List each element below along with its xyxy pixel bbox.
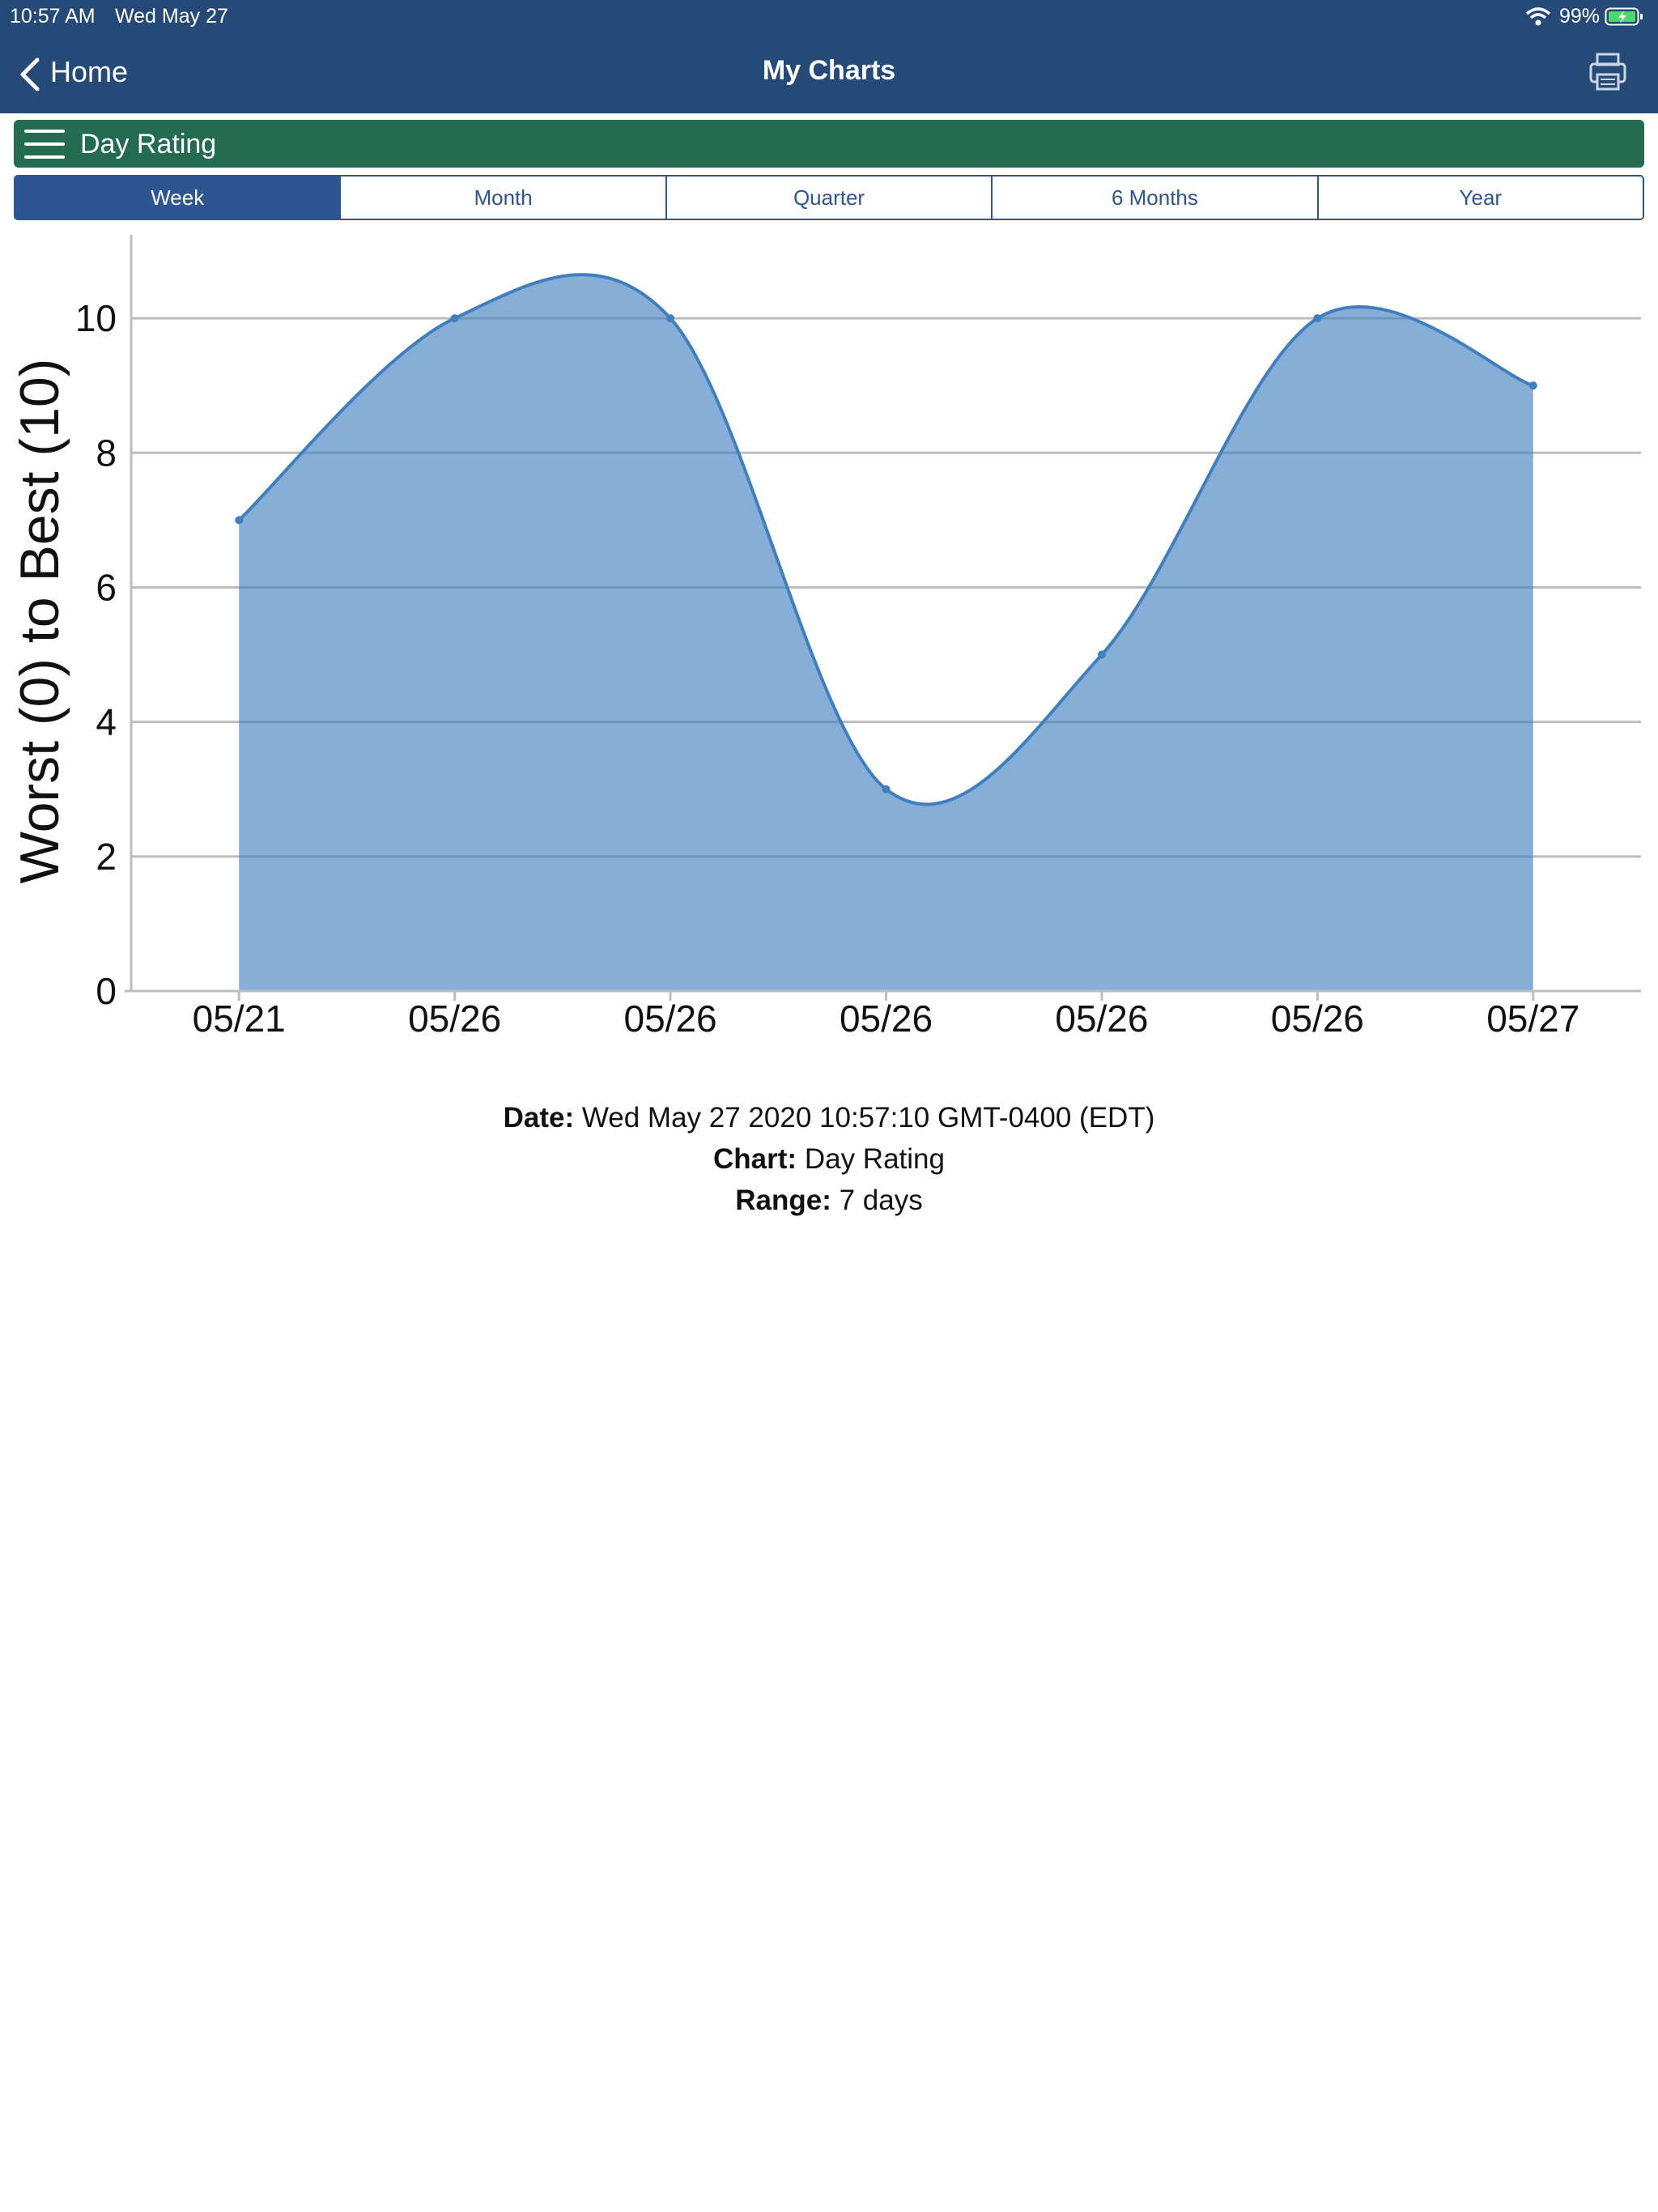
data-point bbox=[1097, 650, 1106, 659]
data-point bbox=[235, 516, 244, 525]
y-tick-label: 10 bbox=[75, 297, 117, 339]
x-tick-label: 05/26 bbox=[840, 998, 933, 1040]
x-tick-label: 05/21 bbox=[193, 998, 286, 1040]
data-point bbox=[1528, 381, 1537, 390]
chart: Worst (0) to Best (10) 0 2 4 6 8 10 05/21 05/26… bbox=[9, 235, 1641, 1040]
chart-selector[interactable]: Day Rating bbox=[14, 120, 1644, 168]
back-chevron[interactable] bbox=[18, 57, 42, 92]
y-tick-label: 4 bbox=[96, 701, 117, 743]
info-line: Date: Wed May 27 2020 10:57:10 GMT-0400 … bbox=[0, 1097, 1658, 1138]
y-tick-label: 8 bbox=[96, 432, 117, 474]
data-point bbox=[666, 314, 675, 323]
y-axis-label: Worst (0) to Best (10) bbox=[9, 359, 70, 884]
x-tick-label: 05/26 bbox=[1271, 998, 1364, 1040]
y-tick-label: 0 bbox=[96, 970, 117, 1012]
info-value: Wed May 27 2020 10:57:10 GMT-0400 (EDT) bbox=[581, 1102, 1155, 1134]
range-tab[interactable]: Month bbox=[339, 177, 665, 219]
nav-bar: Home My Charts bbox=[0, 36, 1658, 113]
status-bar: 10:57 AM Wed May 27 99% bbox=[0, 0, 1658, 36]
range-tab[interactable]: 6 Months bbox=[991, 177, 1317, 219]
print-button[interactable] bbox=[1588, 52, 1627, 92]
x-tick-label: 05/26 bbox=[408, 998, 501, 1040]
data-point bbox=[450, 314, 459, 323]
range-tab[interactable]: Quarter bbox=[665, 177, 992, 219]
back-button[interactable]: Home bbox=[50, 55, 129, 88]
wifi-icon bbox=[1525, 7, 1551, 26]
chart-info: Date: Wed May 27 2020 10:57:10 GMT-0400 … bbox=[0, 1097, 1658, 1221]
range-tab[interactable]: Week bbox=[15, 177, 340, 219]
info-label: Range: bbox=[735, 1185, 831, 1216]
status-date: Wed May 27 bbox=[115, 5, 228, 28]
data-point bbox=[882, 785, 891, 793]
battery-icon bbox=[1605, 7, 1643, 26]
x-tick-label: 05/26 bbox=[1055, 998, 1148, 1040]
info-label: Date: bbox=[503, 1102, 575, 1134]
data-point bbox=[1313, 314, 1322, 323]
info-line: Chart: Day Rating bbox=[0, 1138, 1658, 1180]
range-tabs: Week Month Quarter 6 Months Year bbox=[14, 175, 1644, 220]
y-tick-label: 6 bbox=[96, 566, 117, 608]
x-tick-label: 05/27 bbox=[1486, 998, 1579, 1040]
battery-percent: 99% bbox=[1559, 5, 1601, 28]
x-tick-label: 05/26 bbox=[624, 998, 717, 1040]
range-tab[interactable]: Year bbox=[1316, 177, 1643, 219]
hamburger-icon[interactable] bbox=[23, 126, 66, 162]
info-label: Chart: bbox=[713, 1143, 797, 1175]
info-value: 7 days bbox=[839, 1185, 923, 1216]
nav-title: My Charts bbox=[762, 55, 896, 86]
info-line: Range: 7 days bbox=[0, 1180, 1658, 1221]
chart-selector-title: Day Rating bbox=[80, 129, 217, 160]
y-tick-label: 2 bbox=[96, 836, 117, 878]
status-time: 10:57 AM bbox=[10, 5, 96, 28]
area-fill bbox=[239, 274, 1533, 991]
info-value: Day Rating bbox=[804, 1143, 945, 1175]
